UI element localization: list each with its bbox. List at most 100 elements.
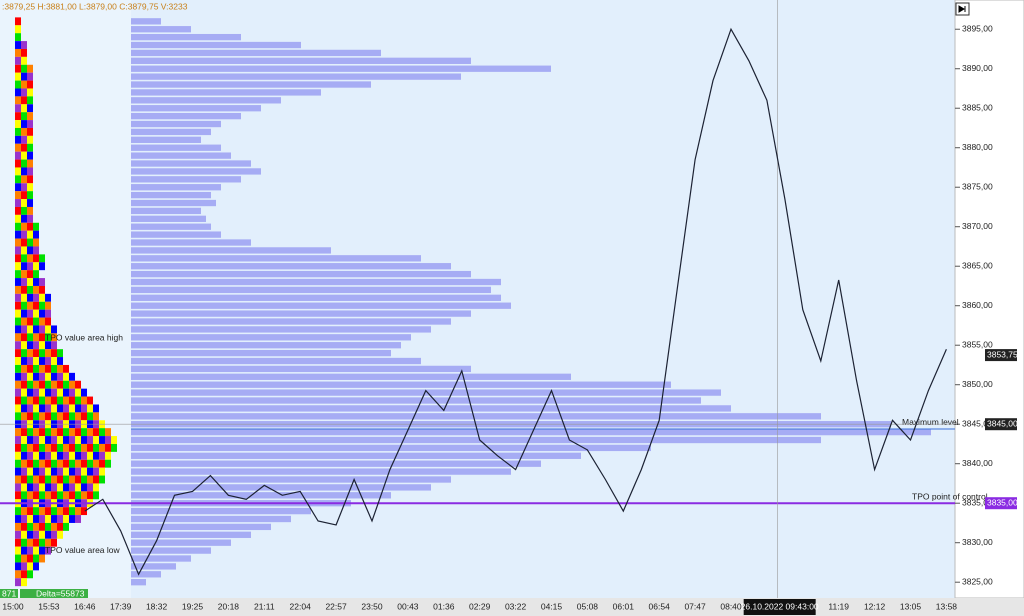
tpo-cell (57, 451, 63, 460)
tpo-cell (69, 491, 75, 500)
tpo-cell (45, 451, 51, 460)
tpo-cell (27, 285, 33, 294)
tpo-cell (15, 88, 21, 97)
y-tick-label: 3840,00 (962, 458, 993, 468)
tpo-cell (45, 515, 51, 523)
volume-bar (131, 231, 221, 238)
footer-box (0, 589, 18, 598)
tpo-cell (45, 372, 51, 381)
tpo-cell (33, 459, 39, 468)
tpo-cell (51, 475, 57, 484)
tpo-cell (51, 538, 57, 547)
tpo-cell (39, 475, 45, 484)
y-tick-label: 3830,00 (962, 537, 993, 547)
tpo-cell (21, 491, 27, 500)
tpo-row (15, 530, 63, 539)
tpo-cell (63, 436, 69, 444)
tpo-cell (21, 230, 27, 239)
volume-bar (131, 436, 821, 444)
volume-bar (131, 579, 146, 586)
tpo-cell (51, 451, 57, 460)
tpo-cell (39, 372, 45, 381)
tpo-row (15, 127, 33, 136)
tpo-cell (39, 507, 45, 516)
tpo-cell (69, 412, 75, 421)
tpo-cell (15, 183, 21, 192)
tpo-row (15, 206, 33, 215)
tpo-row (15, 159, 33, 168)
tpo-cell (93, 443, 99, 452)
tpo-cell (15, 364, 21, 373)
tpo-row (15, 451, 111, 460)
tpo-cell (111, 443, 117, 452)
tpo-cell (69, 483, 75, 492)
tpo-cell (51, 530, 57, 539)
tpo-row (15, 285, 45, 294)
tpo-cell (21, 428, 27, 437)
scroll-button[interactable] (955, 2, 970, 16)
tpo-cell (45, 364, 51, 373)
tpo-cell (51, 357, 57, 365)
tpo-cell (33, 507, 39, 516)
x-tick-label: 04:15 (541, 601, 563, 611)
tpo-cell (21, 135, 27, 144)
tpo-cell (21, 254, 27, 263)
tpo-cell (27, 388, 33, 397)
tpo-cell (27, 278, 33, 286)
volume-bar (131, 357, 421, 365)
tpo-row (15, 341, 57, 350)
volume-bar (131, 286, 491, 294)
tpo-cell (81, 475, 87, 484)
tpo-cell (15, 48, 21, 57)
tpo-cell (45, 538, 51, 547)
tpo-cell (93, 459, 99, 468)
tpo-cell (69, 467, 75, 476)
volume-bar (131, 120, 221, 128)
tpo-cell (21, 191, 27, 200)
volume-bar (131, 507, 311, 515)
tpo-cell (81, 388, 87, 397)
tpo-cell (15, 143, 21, 152)
tpo-cell (51, 349, 57, 358)
y-tick-label: 3870,00 (962, 221, 993, 231)
tpo-cell (39, 554, 45, 563)
tpo-cell (75, 459, 81, 468)
tpo-cell (27, 262, 33, 271)
tpo-cell (45, 333, 51, 342)
tpo-cell (75, 451, 81, 460)
volume-bar (131, 176, 241, 183)
volume-bar (131, 413, 821, 420)
tpo-cell (15, 230, 21, 239)
x-tick-label: 15:53 (38, 601, 60, 611)
volume-bar (131, 397, 701, 404)
tpo-cell (105, 459, 111, 468)
tpo-cell (15, 112, 21, 121)
tpo-cell (15, 459, 21, 468)
tpo-cell (57, 475, 63, 484)
x-tick-label: 03:22 (505, 601, 527, 611)
tpo-cell (57, 396, 63, 405)
tpo-cell (69, 388, 75, 397)
x-tick-label: 20:18 (218, 601, 240, 611)
tpo-cell (27, 159, 33, 168)
tpo-cell (81, 428, 87, 437)
volume-bar (131, 405, 731, 412)
tpo-cell (21, 554, 27, 563)
volume-bar (131, 255, 421, 262)
tpo-cell (21, 357, 27, 365)
volume-bar (131, 191, 211, 199)
tpo-cell (33, 412, 39, 421)
tpo-cell (75, 380, 81, 389)
tpo-cell (87, 436, 93, 444)
tpo-cell (57, 404, 63, 413)
tpo-cell (15, 554, 21, 563)
tpo-cell (21, 48, 27, 57)
tpo-cell (21, 317, 27, 326)
tpo-cell (15, 412, 21, 421)
tpo-cell (45, 349, 51, 358)
tpo-cell (39, 333, 45, 342)
volume-bar (131, 531, 251, 538)
tpo-cell (93, 467, 99, 476)
tpo-cell (33, 522, 39, 531)
volume-bar (131, 270, 471, 278)
